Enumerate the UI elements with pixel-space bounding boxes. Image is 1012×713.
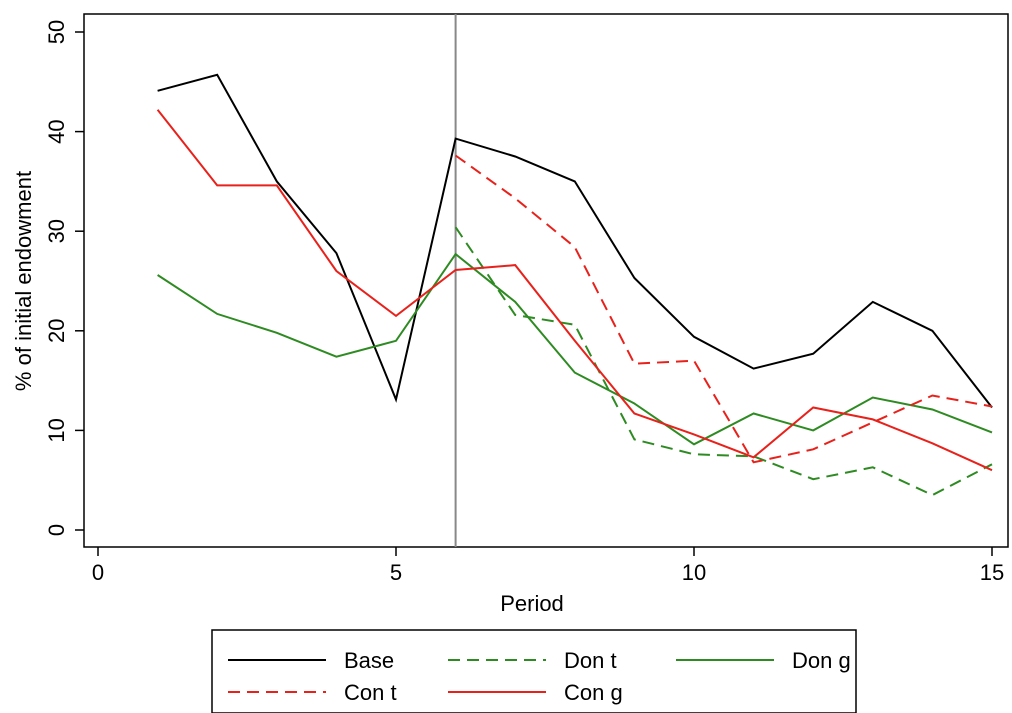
legend-label-con-t: Con t [344, 680, 397, 705]
y-tick-label: 30 [44, 219, 69, 243]
plot-frame [83, 13, 1009, 548]
x-tick-label: 15 [980, 560, 1004, 585]
legend-label-base: Base [344, 648, 394, 673]
y-axis-title: % of initial endowment [11, 171, 36, 391]
series-line-base [157, 73, 993, 409]
series-line-con-g [156, 109, 993, 472]
y-tick-label: 50 [44, 20, 69, 44]
legend-label-con-g: Con g [564, 680, 623, 705]
series-line-don-t [454, 226, 993, 497]
legend: Base Don t Don g Con t Con g [211, 629, 857, 713]
y-tick-label: 0 [44, 524, 69, 536]
y-tick-label: 40 [44, 119, 69, 143]
legend-box [211, 629, 857, 713]
series-line-don-g [157, 252, 993, 446]
legend-label-don-g: Don g [792, 648, 851, 673]
y-axis: 0 10 20 30 40 50 [44, 20, 84, 536]
x-tick-label: 5 [390, 560, 402, 585]
y-tick-label: 10 [44, 418, 69, 442]
x-tick-label: 10 [682, 560, 706, 585]
x-axis-title: Period [500, 591, 564, 616]
series-line-con-t [455, 154, 993, 464]
legend-label-don-t: Don t [564, 648, 617, 673]
x-axis: 0 5 10 15 [92, 547, 1004, 585]
y-tick-label: 20 [44, 319, 69, 343]
series-layer [156, 73, 993, 497]
x-tick-label: 0 [92, 560, 104, 585]
